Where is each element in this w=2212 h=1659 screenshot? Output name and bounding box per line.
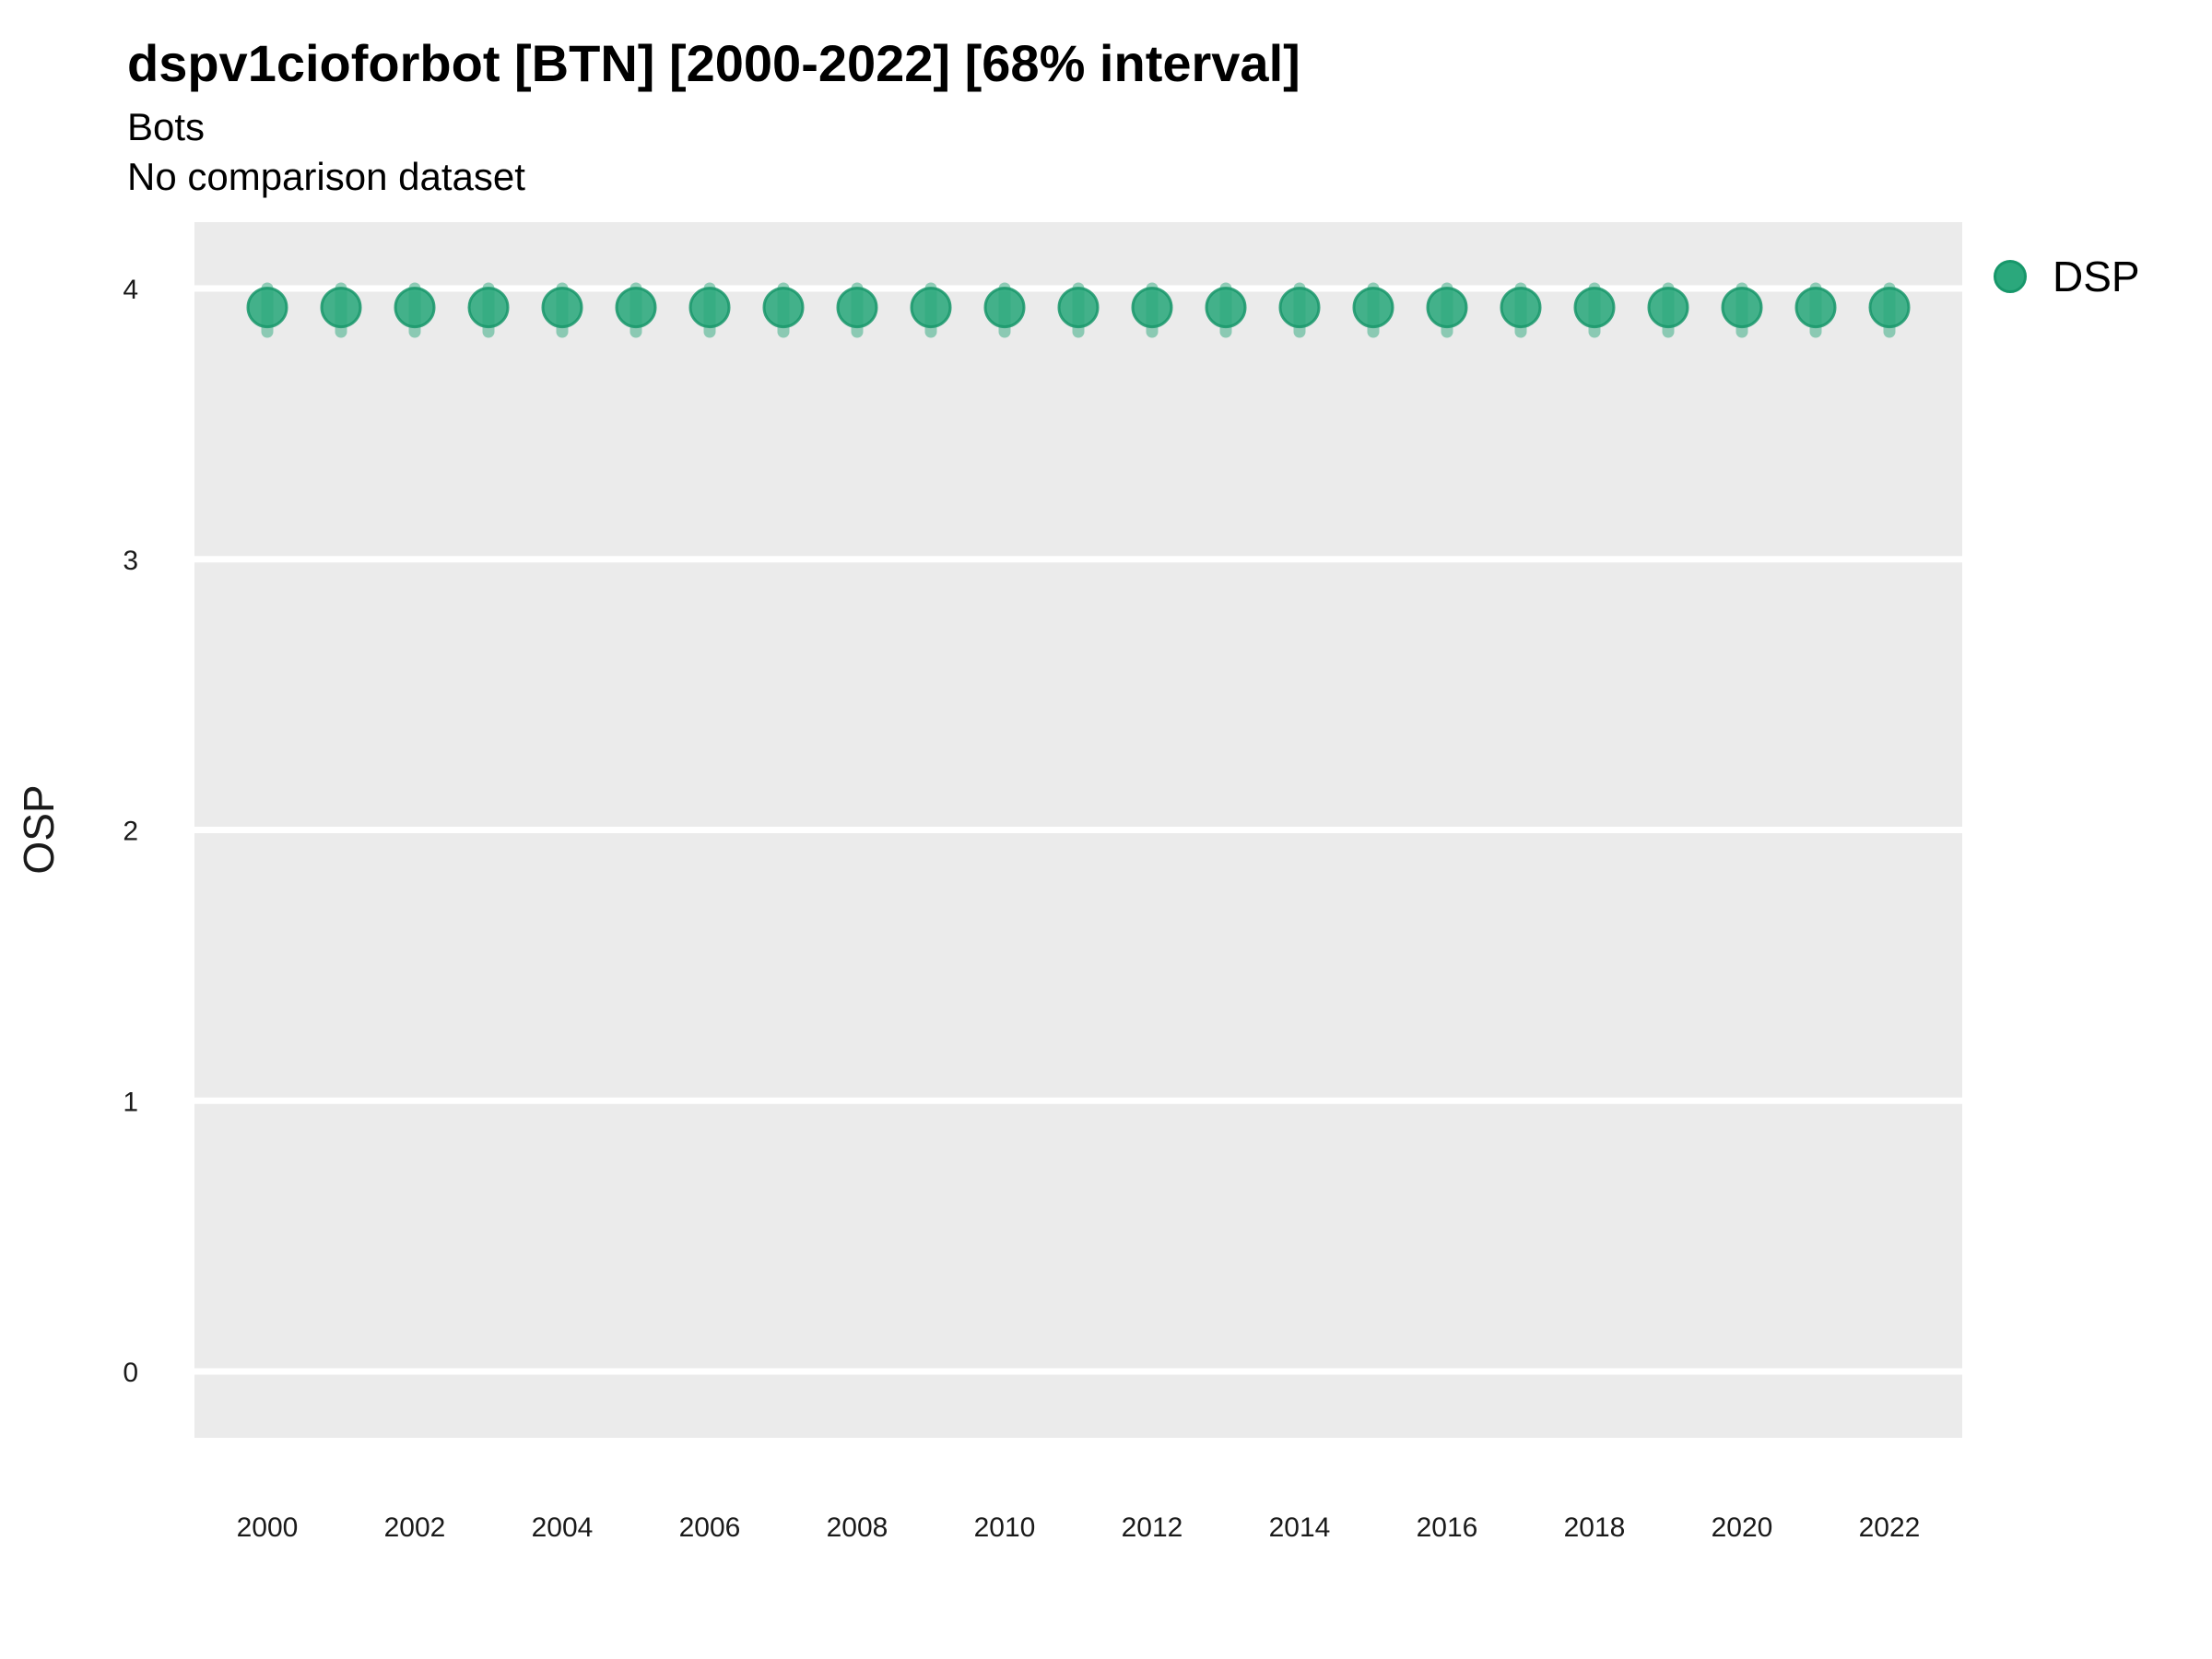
data-point	[320, 287, 362, 329]
data-point	[1131, 287, 1173, 329]
data-point	[467, 287, 510, 329]
data-point	[983, 287, 1026, 329]
data-point	[1647, 287, 1689, 329]
x-tick-label: 2014	[1269, 1512, 1331, 1543]
data-point	[1426, 287, 1468, 329]
data-point	[1278, 287, 1321, 329]
y-tick-label: 2	[123, 817, 138, 847]
data-point	[836, 287, 878, 329]
legend: DSP	[1994, 253, 2140, 300]
data-point	[615, 287, 657, 329]
data-point	[1721, 287, 1763, 329]
x-tick-label: 2004	[532, 1512, 594, 1543]
data-point	[541, 287, 583, 329]
y-tick-label: 0	[123, 1358, 138, 1388]
x-tick-label: 2016	[1417, 1512, 1478, 1543]
y-axis-title: OSP	[15, 784, 63, 874]
data-point	[688, 287, 731, 329]
y-tick-label: 3	[123, 546, 138, 576]
x-tick-label: 2020	[1712, 1512, 1773, 1543]
data-point	[1573, 287, 1616, 329]
chart-subtitle: Bots	[127, 105, 206, 148]
data-point	[246, 287, 288, 329]
x-tick-label: 2018	[1564, 1512, 1626, 1543]
data-point	[910, 287, 952, 329]
data-point	[1205, 287, 1247, 329]
x-tick-label: 2000	[237, 1512, 299, 1543]
data-point	[1352, 287, 1394, 329]
data-point	[1868, 287, 1911, 329]
x-tick-label: 2006	[679, 1512, 741, 1543]
data-point	[1057, 287, 1100, 329]
legend-label-dsp: DSP	[2053, 253, 2140, 300]
chart-title: dspv1cioforbot [BTN] [2000-2022] [68% in…	[127, 34, 1300, 92]
x-tick-label: 2012	[1122, 1512, 1183, 1543]
x-tick-label: 2008	[827, 1512, 888, 1543]
x-tick-label: 2002	[384, 1512, 446, 1543]
x-tick-label: 2010	[974, 1512, 1036, 1543]
legend-dot-dsp	[1994, 260, 2027, 293]
data-point	[1794, 287, 1837, 329]
chart-note: No comparison dataset	[127, 155, 525, 198]
x-tick-label: 2022	[1859, 1512, 1921, 1543]
data-point	[1500, 287, 1542, 329]
y-tick-label: 4	[123, 275, 138, 305]
data-point	[394, 287, 436, 329]
y-tick-label: 1	[123, 1087, 138, 1117]
data-point	[762, 287, 805, 329]
